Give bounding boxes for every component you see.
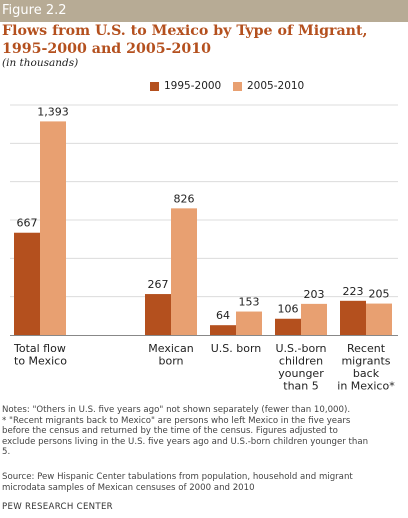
chart-source: Source: Pew Hispanic Center tabulations … xyxy=(2,472,406,493)
category-label: Recent xyxy=(347,342,386,355)
bar-2005-2010-2 xyxy=(236,311,262,335)
data-label: 1,393 xyxy=(37,105,69,118)
category-label: migrants xyxy=(341,355,390,368)
data-label: 667 xyxy=(17,217,38,230)
legend-label-2005-2010: 2005-2010 xyxy=(247,80,305,92)
legend-item-2005-2010: 2005-2010 xyxy=(233,79,304,93)
bar-2005-2010-3 xyxy=(301,303,327,335)
category-label: children xyxy=(279,355,323,368)
bar-1995-2000-1 xyxy=(145,294,171,335)
note-line: * "Recent migrants back to Mexico" are p… xyxy=(2,415,351,426)
category-label: back xyxy=(353,367,380,380)
category-label: than 5 xyxy=(283,380,319,393)
category-label: younger xyxy=(278,367,324,380)
bar-2005-2010-0 xyxy=(40,121,66,335)
note-line: exclude persons living in the U.S. five … xyxy=(2,436,369,447)
bar-2005-2010-4 xyxy=(366,303,392,335)
bar-1995-2000-3 xyxy=(275,318,301,335)
category-label: U.S.-born xyxy=(275,342,326,355)
bar-1995-2000-2 xyxy=(210,325,236,335)
category-label: Mexican xyxy=(148,342,193,355)
bar-1995-2000-4 xyxy=(340,300,366,335)
figure-label-band: Figure 2.2 xyxy=(0,0,408,22)
category-label: Total flow xyxy=(13,342,66,355)
data-label: 64 xyxy=(216,309,230,322)
bar-1995-2000-0 xyxy=(14,232,40,335)
chart-subtitle: (in thousands) xyxy=(2,57,79,69)
category-label: to Mexico xyxy=(14,355,67,368)
source-line: Source: Pew Hispanic Center tabulations … xyxy=(2,472,353,482)
data-label: 203 xyxy=(304,288,325,301)
data-label: 106 xyxy=(278,303,299,316)
note-line: Notes: "Others in U.S. five years ago" n… xyxy=(2,405,351,415)
legend-swatch-2005-2010 xyxy=(233,81,242,91)
figure-label: Figure 2.2 xyxy=(2,3,67,18)
data-label: 223 xyxy=(343,285,364,298)
legend-item-1995-2000: 1995-2000 xyxy=(150,79,221,93)
note-line: before the census and returned by the ti… xyxy=(2,426,338,437)
data-label: 826 xyxy=(174,192,195,205)
bar-2005-2010-1 xyxy=(171,208,197,335)
chart-notes: Notes: "Others in U.S. five years ago" n… xyxy=(2,405,406,458)
category-label: born xyxy=(158,355,183,368)
source-line: microdata samples of Mexican censuses of… xyxy=(2,482,255,493)
bar-chart: 667 267 64 106 223 1,393 826 153 203 205 Total flo… xyxy=(10,104,398,393)
data-label: 205 xyxy=(369,288,390,301)
note-line: 5. xyxy=(2,447,11,458)
organization-name: PEW RESEARCH CENTER xyxy=(2,502,113,512)
chart-title: Flows from U.S. to Mexico by Type of Mig… xyxy=(2,23,368,57)
category-label: in Mexico* xyxy=(337,380,395,393)
data-label: 153 xyxy=(239,296,260,309)
legend-swatch-1995-2000 xyxy=(150,81,159,91)
data-label: 267 xyxy=(148,278,169,291)
legend-label-1995-2000: 1995-2000 xyxy=(164,80,222,92)
category-label: U.S. born xyxy=(211,342,262,355)
